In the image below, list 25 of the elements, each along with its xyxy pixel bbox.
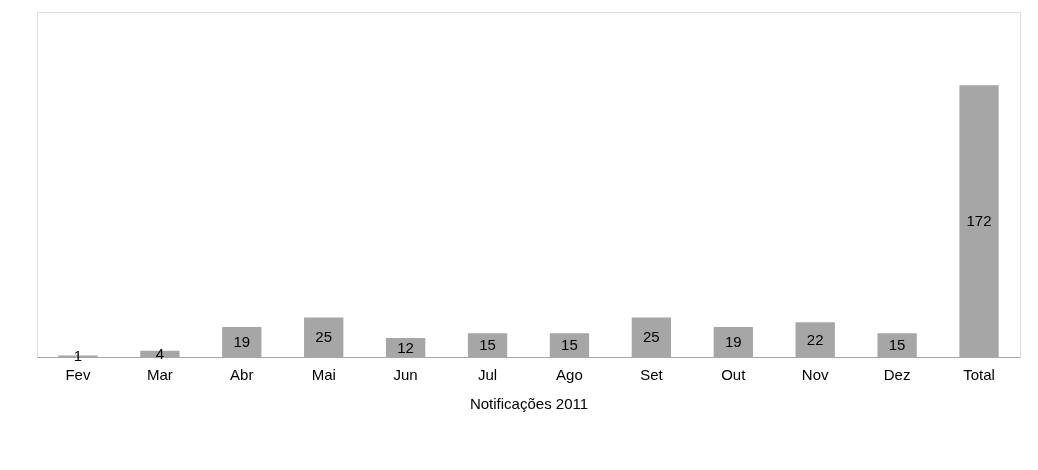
data-label: 15 bbox=[888, 336, 906, 354]
data-label: 19 bbox=[724, 333, 742, 350]
data-label: 1 bbox=[73, 347, 83, 365]
x-tick-label: Total bbox=[963, 365, 995, 383]
data-label: 172 bbox=[966, 212, 992, 230]
x-tick-label: Jun bbox=[393, 365, 418, 383]
x-tick-label: Out bbox=[721, 365, 747, 383]
x-tick-label: Mai bbox=[311, 365, 336, 383]
x-tick-label: Set bbox=[640, 365, 664, 383]
data-label: 15 bbox=[479, 336, 496, 354]
data-label: 25 bbox=[643, 328, 660, 346]
x-tick-label: Ago bbox=[556, 365, 583, 383]
data-label: 15 bbox=[561, 336, 578, 354]
x-tick-label: Nov bbox=[801, 365, 830, 383]
x-tick-label: Jul bbox=[477, 365, 498, 383]
data-label: 12 bbox=[397, 338, 414, 356]
x-axis-title: Notificações 2011 bbox=[469, 394, 589, 412]
x-tick-label: Fev bbox=[65, 365, 91, 383]
data-label: 25 bbox=[315, 328, 333, 346]
x-tick-label: Dez bbox=[883, 365, 911, 383]
x-tick-label: Mar bbox=[146, 365, 173, 383]
data-label: 22 bbox=[806, 330, 824, 348]
data-label: 4 bbox=[155, 344, 165, 362]
data-label: 19 bbox=[233, 333, 251, 350]
x-tick-label: Abr bbox=[230, 365, 254, 383]
